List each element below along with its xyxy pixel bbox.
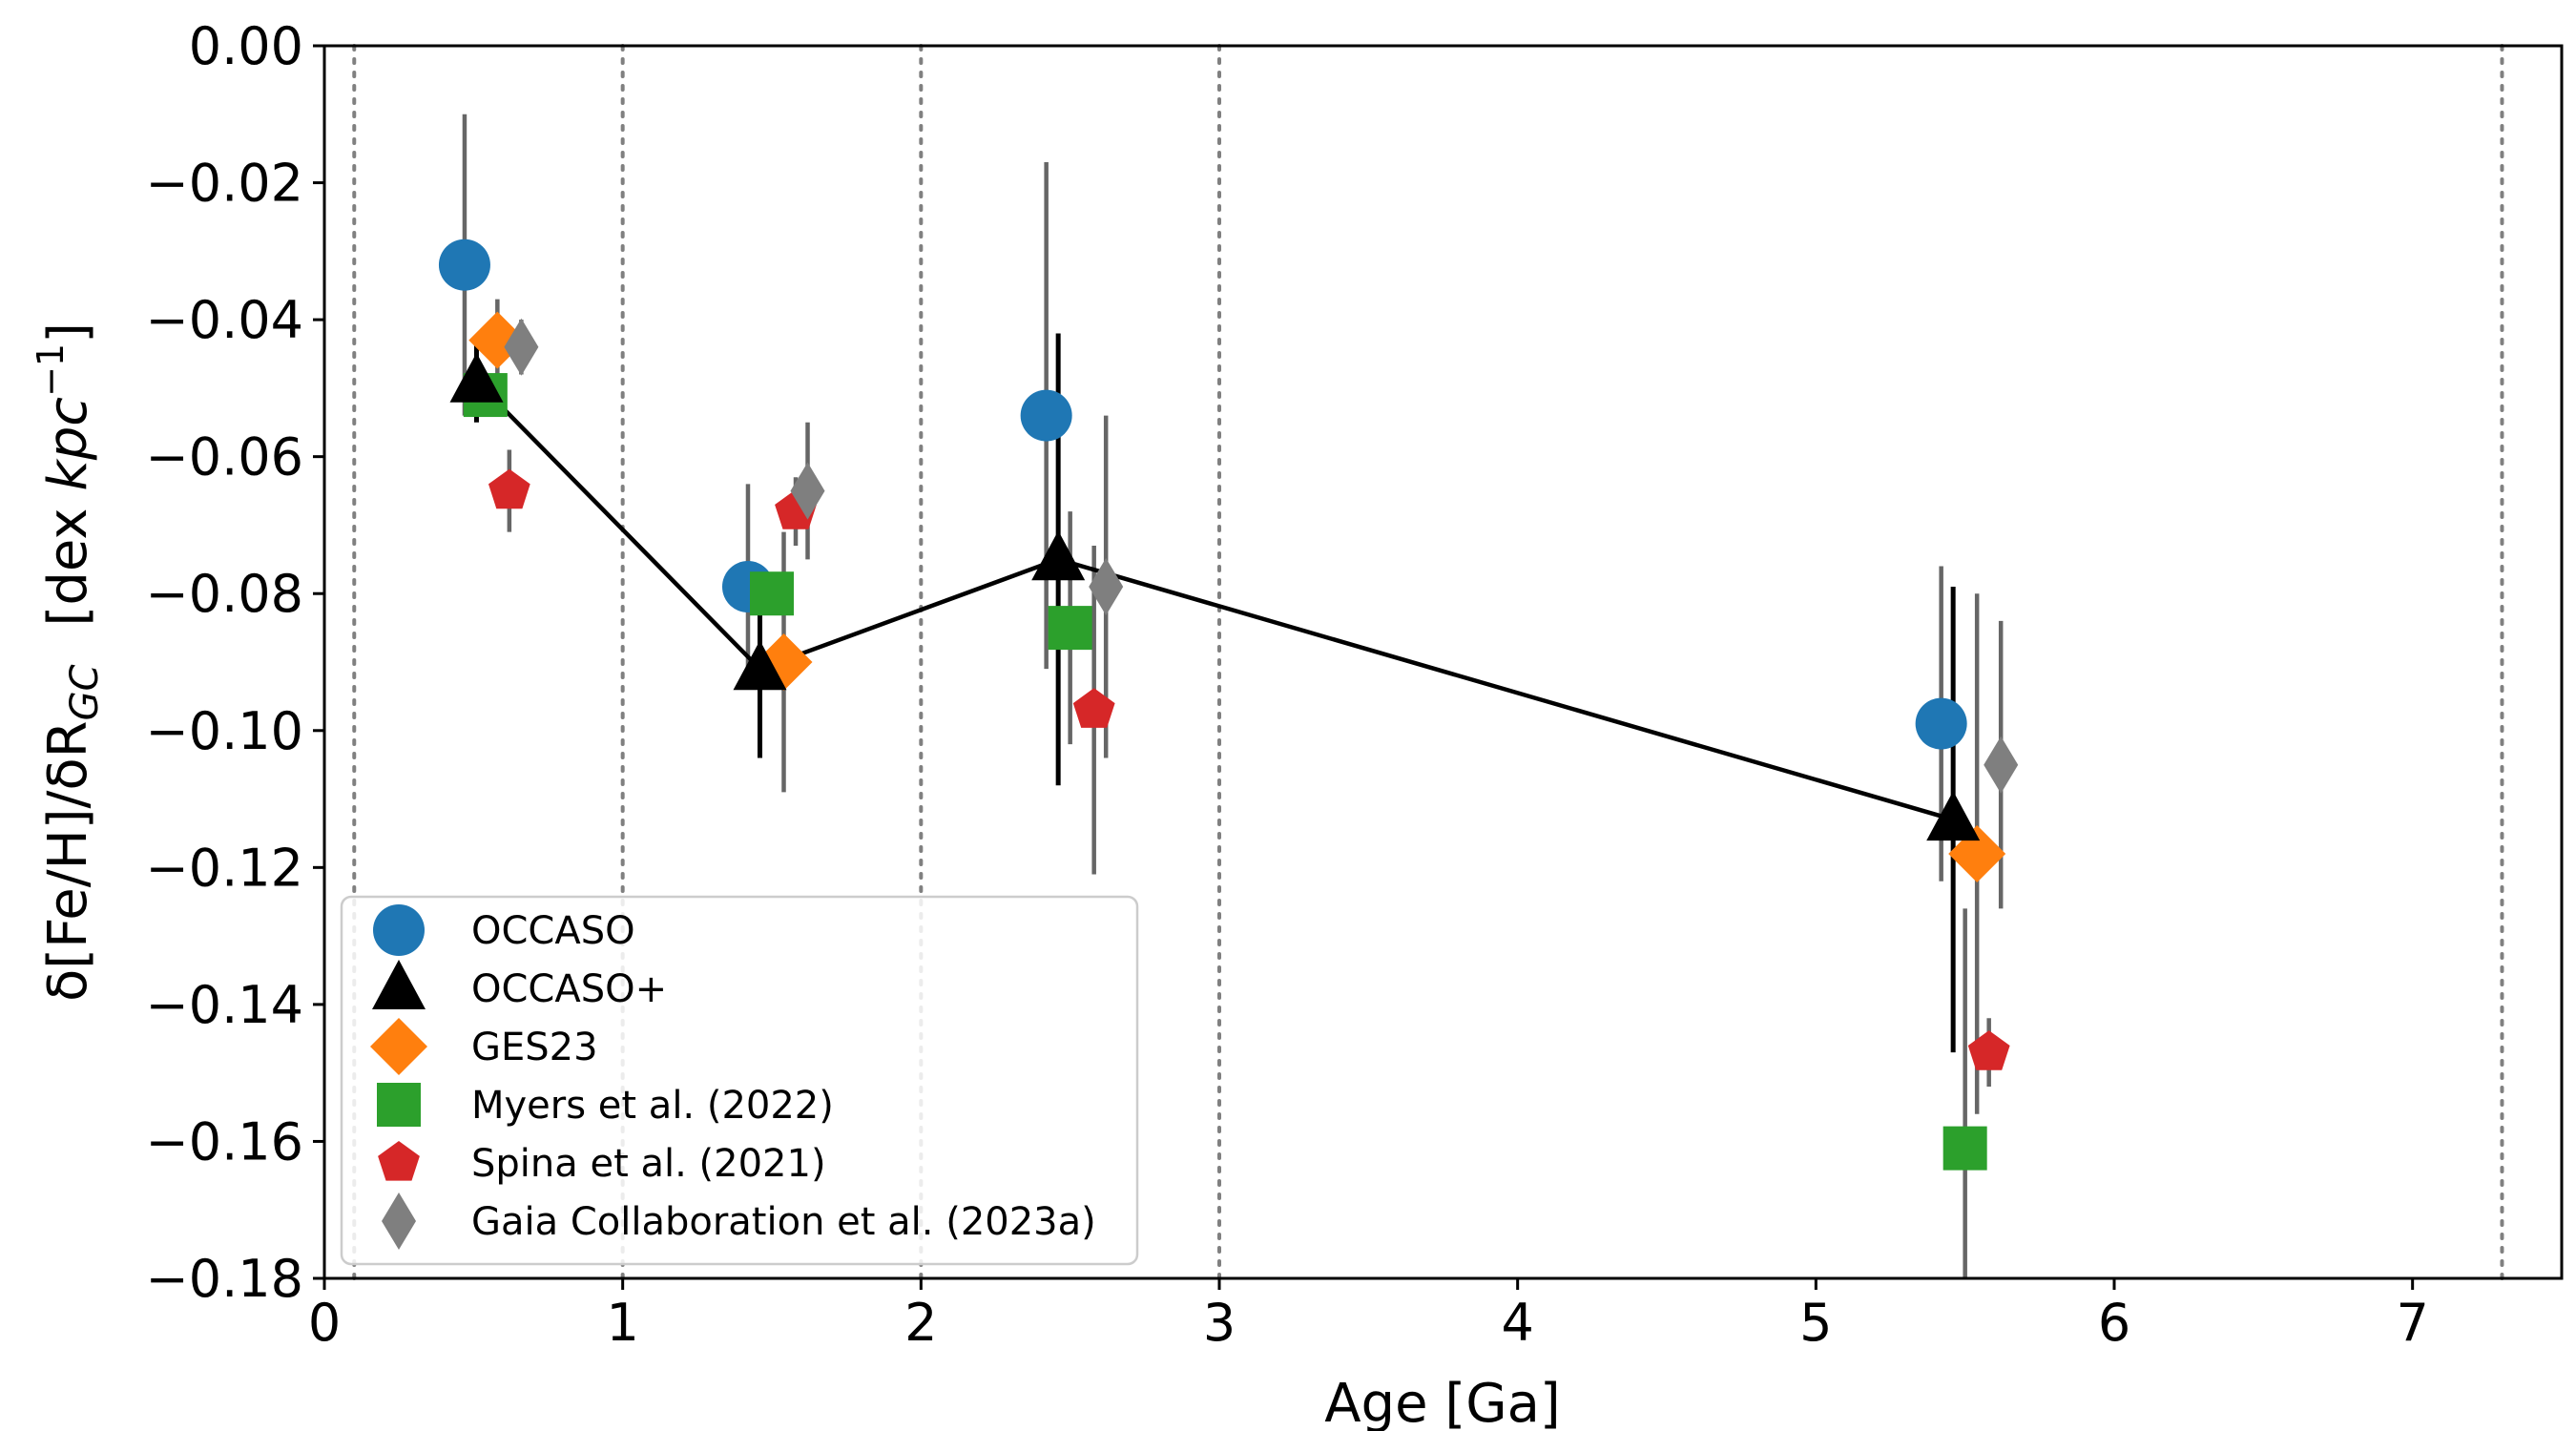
y-tick-label-1: −0.02 — [146, 154, 303, 214]
legend-marker-myers-et-al-2022 — [377, 1083, 421, 1127]
plot-frame — [322, 44, 2564, 1280]
x-axis-title: Age [Ga] — [1324, 1373, 1561, 1431]
point-occaso-3 — [1926, 791, 1981, 841]
legend-label-myers-et-al-2022: Myers et al. (2022) — [471, 1084, 834, 1128]
y-axis-title-prefix: δ[Fe/H]/δR — [37, 720, 99, 1002]
legend-label-spina-et-al-2021: Spina et al. (2021) — [471, 1142, 826, 1186]
x-tick-label-3: 3 — [1203, 1293, 1236, 1353]
legend-marker-occaso — [372, 960, 426, 1009]
x-tick-label-7: 7 — [2396, 1293, 2428, 1353]
point-occaso-3 — [1915, 697, 1967, 750]
point-gaia-collaboration-et-al-2023a-0 — [504, 318, 539, 376]
y-tick-label-8: −0.16 — [146, 1111, 303, 1172]
legend-label-gaia-collaboration-et-al-2023a: Gaia Collaboration et al. (2023a) — [471, 1200, 1096, 1244]
y-axis-title-unit-sup: −1 — [30, 343, 72, 397]
y-tick-label-2: −0.04 — [146, 290, 303, 350]
point-myers-et-al-2022-1 — [750, 571, 794, 616]
point-spina-et-al-2021-2 — [1072, 688, 1115, 728]
legend-marker-ges23 — [370, 1018, 427, 1075]
y-tick-label-9: −0.18 — [146, 1249, 303, 1309]
x-tick-label-5: 5 — [1799, 1293, 1832, 1353]
series-lines — [474, 380, 1954, 822]
series-line-occaso — [474, 380, 1954, 822]
x-tick-label-0: 0 — [308, 1293, 341, 1353]
legend-marker-occaso — [373, 904, 425, 956]
y-axis-title-unit-open: [dex — [37, 491, 99, 627]
data-markers — [438, 238, 2019, 1171]
point-occaso-0 — [438, 238, 490, 291]
point-spina-et-al-2021-3 — [1967, 1030, 2010, 1070]
y-axis-title-sub: GC — [63, 664, 107, 720]
y-tick-label-5: −0.10 — [146, 701, 303, 761]
legend-label-ges23: GES23 — [471, 1026, 598, 1069]
y-axis-title-unit-italic: kpc — [37, 397, 99, 491]
point-occaso-2 — [1031, 530, 1086, 581]
point-gaia-collaboration-et-al-2023a-1 — [790, 462, 825, 520]
point-myers-et-al-2022-2 — [1048, 606, 1092, 651]
x-tick-label-1: 1 — [606, 1293, 638, 1353]
point-occaso-1 — [733, 640, 787, 691]
y-axis-ticks: 0.00 −0.02 −0.04 −0.06 −0.08 −0.10 −0.12 −0.14 −… — [146, 16, 324, 1309]
point-gaia-collaboration-et-al-2023a-3 — [1984, 736, 2019, 794]
y-tick-label-4: −0.08 — [146, 564, 303, 624]
legend-marker-spina-et-al-2021 — [378, 1141, 420, 1181]
x-tick-label-2: 2 — [904, 1293, 937, 1353]
y-axis-title-unit-close: ] — [37, 322, 99, 343]
point-myers-et-al-2022-3 — [1942, 1126, 1987, 1171]
legend-frame — [340, 895, 1139, 1266]
y-tick-label-0: 0.00 — [189, 16, 303, 76]
point-occaso-2 — [1020, 389, 1072, 442]
y-tick-label-6: −0.12 — [146, 838, 303, 898]
y-axis-title: δ[Fe/H]/δRGC [dex kpc−1] — [30, 322, 107, 1002]
x-tick-label-6: 6 — [2098, 1293, 2130, 1353]
point-occaso-0 — [449, 352, 504, 403]
legend-entries: OCCASO OCCASO+ GES23 Myers et al. (2022) Spi… — [370, 904, 1096, 1250]
legend: OCCASO OCCASO+ GES23 Myers et al. (2022) Spi… — [340, 895, 1139, 1266]
x-tick-label-4: 4 — [1501, 1293, 1533, 1353]
y-tick-label-3: −0.06 — [146, 427, 303, 487]
y-tick-label-7: −0.14 — [146, 975, 303, 1035]
legend-marker-gaia-collaboration-et-al-2023a — [382, 1192, 416, 1250]
point-gaia-collaboration-et-al-2023a-2 — [1089, 558, 1124, 615]
point-spina-et-al-2021-0 — [488, 468, 530, 509]
x-axis-ticks: 0 1 2 3 4 5 6 7 — [308, 1278, 2429, 1353]
legend-label-occaso: OCCASO — [471, 909, 635, 953]
legend-label-occaso: OCCASO+ — [471, 967, 667, 1011]
